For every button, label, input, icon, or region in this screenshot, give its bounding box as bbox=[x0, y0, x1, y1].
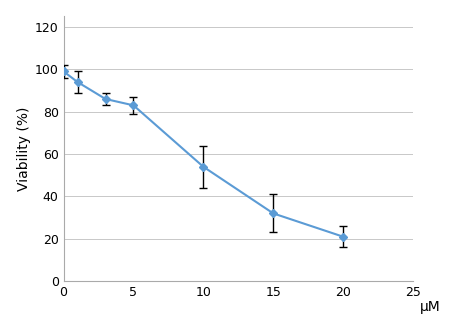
Y-axis label: Viability (%): Viability (%) bbox=[17, 107, 31, 191]
Text: μM: μM bbox=[420, 300, 441, 314]
